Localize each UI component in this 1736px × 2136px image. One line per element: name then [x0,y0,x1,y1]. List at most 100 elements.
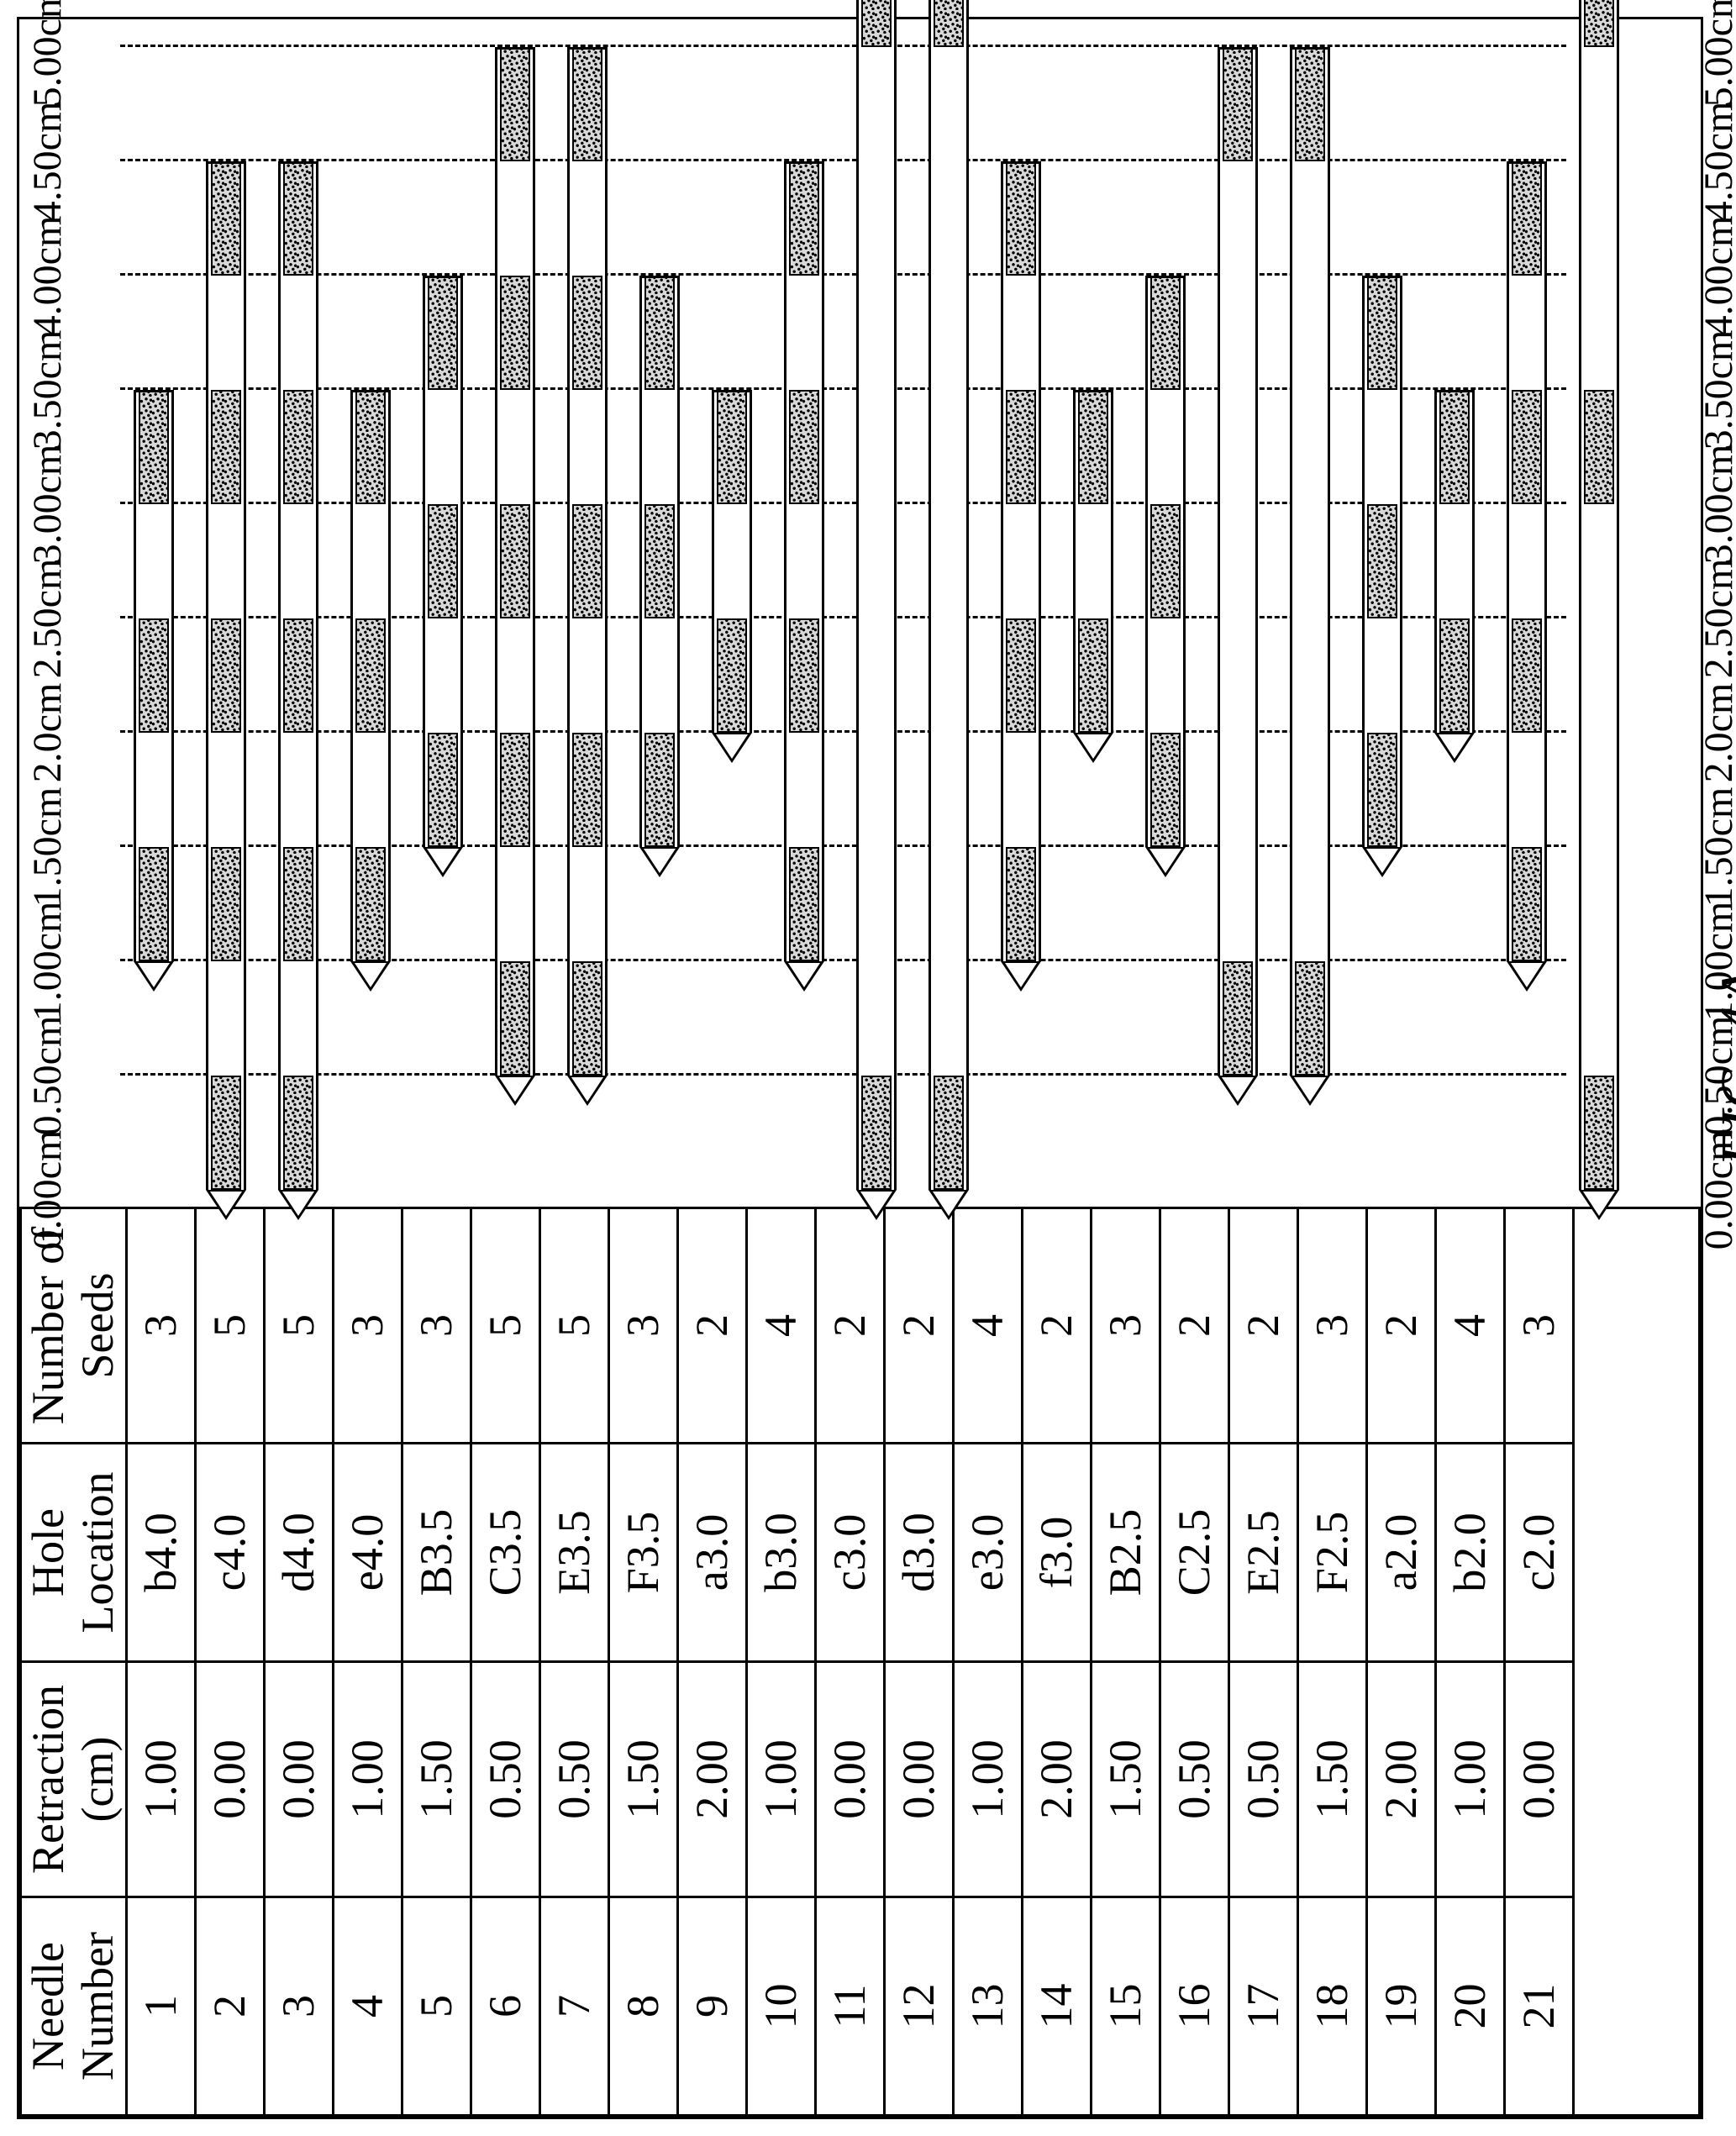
needle-tip [1434,733,1475,763]
table-cell: d4.0 [264,1444,333,1662]
needle-tip [567,1076,608,1106]
seed [934,1076,964,1190]
seed [1439,618,1470,733]
needle-tip [495,1076,535,1106]
seed [283,390,313,504]
needle-row [1565,19,1638,1207]
table-row: 131.00e3.04 [953,1208,1022,2116]
table-cell: C2.5 [1160,1444,1228,1662]
needle-rows [120,19,1638,1207]
seed [500,276,530,390]
table-cell: f3.0 [1022,1444,1091,1662]
table-cell: F3.5 [608,1444,677,1662]
needle-row [481,19,554,1207]
seed [500,961,530,1076]
seed [283,847,313,961]
col-header: NeedleNumber [21,1897,127,2116]
seed [644,504,675,618]
table-cell: 2.00 [1022,1662,1091,1897]
table-cell: a3.0 [677,1444,746,1662]
table-cell: 17 [1228,1897,1297,2116]
needle-tube [712,390,752,733]
table-cell: 1.50 [1091,1662,1160,1897]
seed [717,390,747,504]
seed [644,276,675,390]
needle-row [843,19,915,1207]
seed [1006,390,1036,504]
table-cell: 3 [402,1208,471,1444]
seed [211,161,241,276]
table-cell: 0.00 [1504,1662,1573,1897]
seed [1367,733,1397,847]
table-row: 201.00b2.04 [1435,1208,1504,2116]
page: NeedleNumberRetraction(cm)HoleLocationNu… [17,17,1719,2119]
needle-tip [856,1190,897,1220]
table-cell: C3.5 [471,1444,539,1662]
table-row: 30.00d4.05 [264,1208,333,2116]
table-cell: 0.50 [1228,1662,1297,1897]
table-cell: c4.0 [195,1444,264,1662]
table-cell: E2.5 [1228,1444,1297,1662]
needle-tip [1290,1076,1330,1106]
table-cell: 3 [1504,1208,1573,1444]
table-cell: 0.00 [884,1662,953,1897]
table-cell: b2.0 [1435,1444,1504,1662]
needle-tube [784,161,824,961]
table-cell: e3.0 [953,1444,1022,1662]
needle-tip [1145,847,1186,877]
needle-tube [1362,276,1402,847]
table-cell: 0.50 [471,1662,539,1897]
table-cell: B3.5 [402,1444,471,1662]
table-cell: 15 [1091,1897,1160,2116]
needle-tip [206,1190,246,1220]
table-cell: B2.5 [1091,1444,1160,1662]
table-cell: 0.50 [1160,1662,1228,1897]
table-row: 192.00a2.02 [1366,1208,1435,2116]
needle-tube [278,161,318,1190]
seed [211,1076,241,1190]
seed [861,1076,892,1190]
needle-tip [928,1190,969,1220]
table-cell: 3 [333,1208,402,1444]
needle-tip [423,847,463,877]
needle-tube [350,390,391,961]
table-row: 170.50E2.52 [1228,1208,1297,2116]
table-cell: 2 [815,1208,884,1444]
seed [1223,47,1253,161]
table-cell: 1.00 [746,1662,815,1897]
needle-row [987,19,1060,1207]
seed [1295,961,1325,1076]
table-cell: 1.50 [608,1662,677,1897]
seed [139,390,169,504]
table-row: 110.00c3.02 [815,1208,884,2116]
needle-row [771,19,843,1207]
seed [1512,390,1542,504]
seed [1006,161,1036,276]
table-cell: 3 [608,1208,677,1444]
table-cell: 4 [1435,1208,1504,1444]
seed [1078,618,1108,733]
seed [1150,733,1181,847]
needle-row [120,19,192,1207]
table-row: 70.50E3.55 [539,1208,608,2116]
needle-chart: 0.00cm0.50cm1.00cm1.50cm2.0cm2.50cm3.00c… [19,19,1701,1207]
seed [1006,618,1036,733]
seed [428,276,458,390]
table-cell: 2 [1160,1208,1228,1444]
table-cell: 11 [815,1897,884,2116]
table-cell: 2.00 [1366,1662,1435,1897]
table-cell: 2 [884,1208,953,1444]
table-cell: d3.0 [884,1444,953,1662]
seed [572,504,602,618]
seed [572,47,602,161]
main-panel: NeedleNumberRetraction(cm)HoleLocationNu… [17,17,1703,2119]
needle-row [1132,19,1204,1207]
needle-tube [1579,0,1619,1190]
table-cell: 3 [264,1897,333,2116]
seed [1512,161,1542,276]
needle-tube [1434,390,1475,733]
table-cell: 1.00 [126,1662,195,1897]
table-cell: 4 [953,1208,1022,1444]
needle-tube [856,0,897,1190]
table-cell: e4.0 [333,1444,402,1662]
